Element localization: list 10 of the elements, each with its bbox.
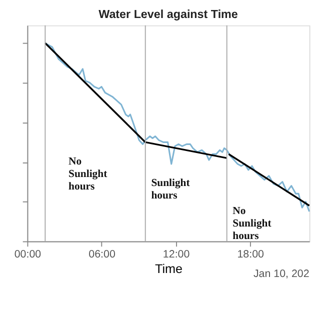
chart-title: Water Level against Time bbox=[98, 8, 238, 22]
annotation: No Sunlight hours bbox=[232, 204, 272, 242]
annotation: No Sunlight hours bbox=[68, 155, 108, 193]
x-tick-label: 12:00 bbox=[162, 248, 190, 260]
x-tick-label: 00:00 bbox=[14, 248, 42, 260]
annotation: Sunlight hours bbox=[151, 176, 190, 202]
x-axis-title: Time bbox=[154, 262, 183, 276]
x-tick-label: 06:00 bbox=[88, 248, 116, 260]
text: Jan 10, 202 bbox=[253, 268, 310, 280]
x-tick-label: 18:00 bbox=[237, 248, 264, 260]
